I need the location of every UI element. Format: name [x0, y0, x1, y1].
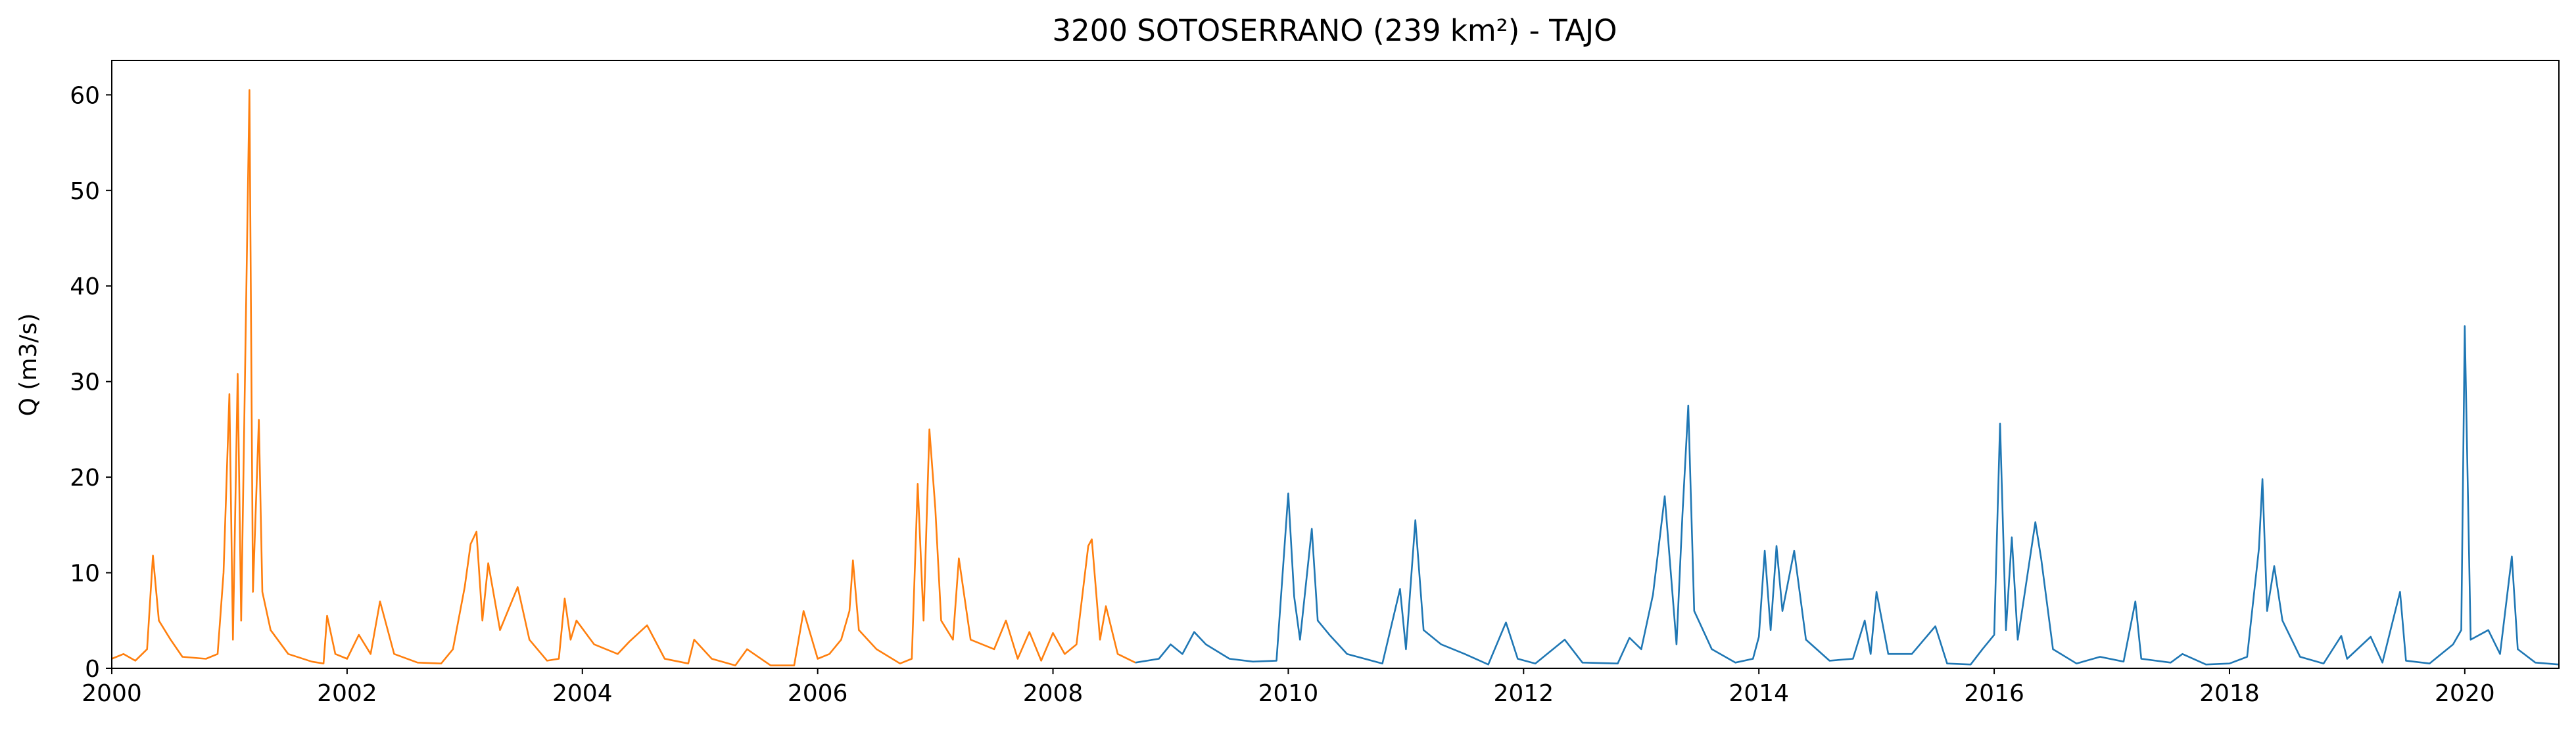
y-axis-label: Q (m3/s): [15, 313, 42, 417]
plot-frame: [111, 60, 2560, 669]
x-tick-label: 2004: [552, 680, 613, 707]
x-tick-label: 2000: [82, 680, 142, 707]
y-tick-label: 60: [70, 82, 100, 109]
x-tick-label: 2012: [1493, 680, 1554, 707]
chart-title: 3200 SOTOSERRANO (239 km²) - TAJO: [1052, 13, 1617, 48]
x-tick-label: 2002: [317, 680, 377, 707]
x-tick-label: 2006: [788, 680, 848, 707]
y-tick-label: 20: [70, 465, 100, 492]
y-tick-label: 10: [70, 561, 100, 587]
y-tick-label: 50: [70, 178, 100, 205]
y-tick-label: 40: [70, 273, 100, 300]
x-tick-label: 2020: [2435, 680, 2495, 707]
series-line: [111, 89, 1136, 666]
x-tick-label: 2016: [1964, 680, 2024, 707]
y-tick-label: 0: [85, 656, 100, 683]
series-line: [1135, 325, 2560, 666]
x-tick-label: 2018: [2199, 680, 2260, 707]
x-tick-label: 2010: [1258, 680, 1319, 707]
x-tick-label: 2008: [1023, 680, 1084, 707]
y-tick-label: 30: [70, 369, 100, 396]
x-tick-label: 2014: [1729, 680, 1789, 707]
